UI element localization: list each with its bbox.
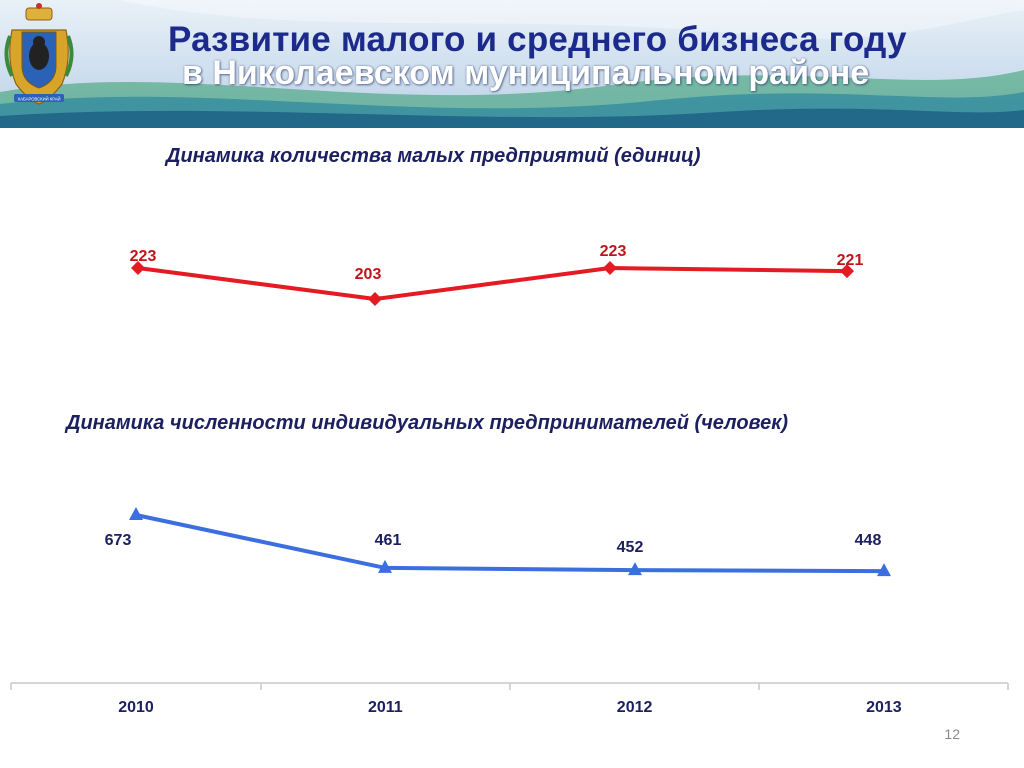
slide-title-line-2: в Николаевском муниципальном районе [182,54,870,92]
entrepreneurs-point [877,563,891,577]
x-axis-tick-label: 2011 [368,699,403,716]
x-axis-tick-label: 2010 [118,699,154,716]
page-number: 12 [944,726,960,742]
entrepreneurs-data-label: 673 [105,532,132,549]
entrepreneurs-point [378,559,392,573]
entrepreneurs-data-label: 448 [855,532,882,549]
small-enterprises-point [603,261,617,275]
small-enterprises-data-label: 203 [355,266,382,283]
emblem-caption: ХАБАРОВСКИЙ КРАЙ [17,97,60,102]
header-banner: ХАБАРОВСКИЙ КРАЙ Развитие малого и средн… [0,0,1024,128]
small-enterprises-data-label: 223 [600,243,627,260]
small-enterprises-data-label: 221 [837,252,864,269]
small-enterprises-point [131,261,145,275]
entrepreneurs-data-label: 452 [617,539,644,556]
coat-of-arms-emblem: ХАБАРОВСКИЙ КРАЙ [4,3,74,105]
small-enterprises-point [840,264,854,279]
entrepreneurs-point [129,507,143,520]
small-enterprises-data-label: 223 [130,248,157,265]
small-enterprises-point [368,292,382,306]
entrepreneurs-line [135,513,885,574]
x-axis-tick-label: 2012 [617,699,653,716]
chart-title-entrepreneurs: Динамика численности индивидуальных пред… [66,412,789,434]
small-enterprises-line [137,266,848,301]
slide-title-line-1: Развитие малого и среднего бизнеса году [168,20,907,59]
entrepreneurs-data-label: 461 [375,532,402,549]
x-axis-tick-label: 2013 [866,699,902,716]
header-wave-decoration [0,0,1024,128]
entrepreneurs-point [628,562,642,576]
chart-title-small-enterprises: Динамика количества малых предприятий (е… [166,145,701,167]
